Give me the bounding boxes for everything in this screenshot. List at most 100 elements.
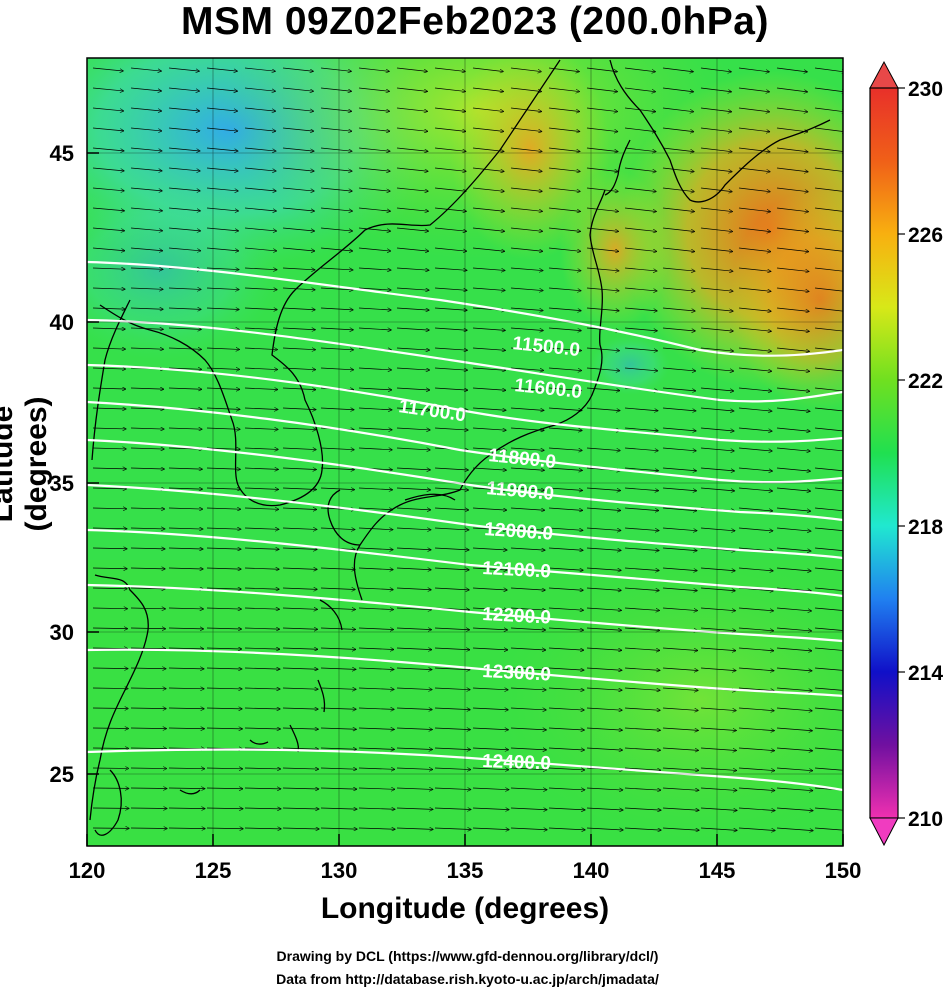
- wind-arrow: [244, 468, 278, 469]
- wind-arrow: [434, 507, 468, 510]
- wind-arrow: [738, 627, 773, 631]
- colorbar: 230 226 222 218 214 210: [869, 60, 943, 847]
- wind-arrow: [244, 768, 280, 769]
- wind-arrow: [168, 308, 201, 309]
- wind-arrow: [282, 568, 317, 569]
- wind-arrow: [776, 67, 807, 72]
- wind-arrow: [434, 347, 467, 350]
- wind-arrow: [814, 827, 843, 831]
- wind-arrow: [738, 567, 773, 571]
- wind-arrow: [320, 247, 352, 251]
- wind-arrow: [358, 528, 393, 530]
- wind-arrow: [548, 607, 583, 610]
- wind-arrow: [738, 587, 773, 591]
- wind-arrow: [358, 227, 390, 231]
- wind-arrow: [510, 167, 542, 171]
- wind-arrow: [662, 767, 698, 770]
- wind-arrow: [738, 687, 774, 691]
- wind-arrow: [206, 227, 238, 231]
- wind-arrow: [624, 527, 659, 531]
- wind-arrow: [396, 107, 427, 111]
- wind-arrow: [624, 247, 656, 251]
- wind-arrow: [168, 488, 202, 489]
- wind-arrow: [510, 267, 543, 271]
- wind-arrow: [396, 728, 432, 730]
- wind-arrow: [738, 487, 772, 491]
- wind-arrow: [776, 747, 812, 751]
- wind-arrow: [396, 167, 428, 171]
- wind-arrow: [472, 227, 504, 231]
- wind-arrow: [586, 107, 617, 112]
- wind-arrow: [282, 728, 318, 729]
- wind-arrow: [92, 588, 127, 589]
- wind-arrow: [548, 407, 582, 410]
- wind-arrow: [662, 447, 696, 451]
- wind-arrow: [624, 307, 657, 311]
- wind-arrow: [130, 508, 164, 509]
- wind-arrow: [814, 547, 843, 551]
- wind-arrow: [624, 647, 659, 650]
- wind-arrow: [168, 808, 205, 809]
- wind-arrow: [472, 327, 505, 330]
- wind-arrow: [282, 508, 316, 509]
- wind-arrow: [814, 647, 843, 651]
- wind-arrow: [168, 167, 200, 171]
- wind-arrow: [700, 587, 735, 591]
- wind-arrow: [244, 628, 279, 629]
- wind-arrow: [396, 448, 430, 450]
- wind-arrow: [624, 587, 659, 590]
- wind-arrow: [358, 448, 392, 450]
- wind-arrow: [358, 127, 390, 131]
- wind-arrow: [206, 508, 240, 509]
- wind-arrow: [244, 528, 279, 529]
- wind-arrow: [282, 668, 318, 669]
- colorbar-top-arrow: [869, 60, 899, 89]
- wind-arrow: [548, 267, 581, 271]
- wind-arrow: [320, 127, 352, 131]
- wind-arrow: [548, 788, 585, 790]
- wind-arrow: [624, 287, 657, 291]
- wind-arrow: [320, 107, 351, 111]
- wind-arrow: [282, 628, 317, 629]
- wind-arrow: [282, 227, 314, 231]
- wind-arrow: [738, 327, 771, 331]
- wind-arrow: [168, 648, 203, 649]
- wind-arrow: [548, 307, 581, 311]
- wind-arrow: [548, 207, 580, 211]
- wind-arrow: [776, 547, 811, 551]
- wind-arrow: [624, 467, 658, 471]
- wind-arrow: [700, 707, 736, 711]
- wind-arrow: [282, 648, 317, 649]
- x-tick-label: 135: [447, 858, 484, 883]
- wind-arrow: [396, 708, 432, 710]
- wind-arrow: [510, 667, 546, 670]
- wind-arrow: [776, 587, 811, 591]
- wind-arrow: [586, 247, 618, 251]
- wind-arrow: [130, 408, 164, 409]
- wind-arrow: [396, 668, 432, 670]
- colorbar-tick-label: 226: [908, 224, 943, 247]
- wind-arrow: [586, 447, 620, 451]
- wind-arrow: [662, 147, 694, 152]
- wind-arrow: [586, 87, 617, 92]
- y-tick-labels: 25 30 35 40 45: [50, 141, 74, 787]
- wind-arrow: [776, 467, 810, 471]
- wind-arrow: [472, 247, 504, 251]
- wind-arrow: [776, 727, 812, 731]
- wind-arrow: [244, 428, 278, 429]
- wind-arrow: [320, 288, 353, 290]
- wind-arrow: [168, 227, 200, 231]
- wind-arrow: [168, 348, 201, 349]
- wind-arrow: [206, 288, 239, 290]
- wind-arrow: [738, 707, 774, 711]
- x-tick-label: 120: [69, 858, 106, 883]
- wind-arrow: [738, 187, 770, 192]
- wind-arrow: [662, 167, 694, 172]
- wind-arrow: [510, 87, 541, 92]
- wind-arrow: [700, 787, 737, 790]
- wind-arrow: [434, 367, 467, 370]
- wind-arrow: [662, 727, 698, 730]
- wind-arrow: [586, 787, 623, 790]
- wind-arrow: [472, 367, 505, 370]
- wind-arrow: [700, 127, 732, 132]
